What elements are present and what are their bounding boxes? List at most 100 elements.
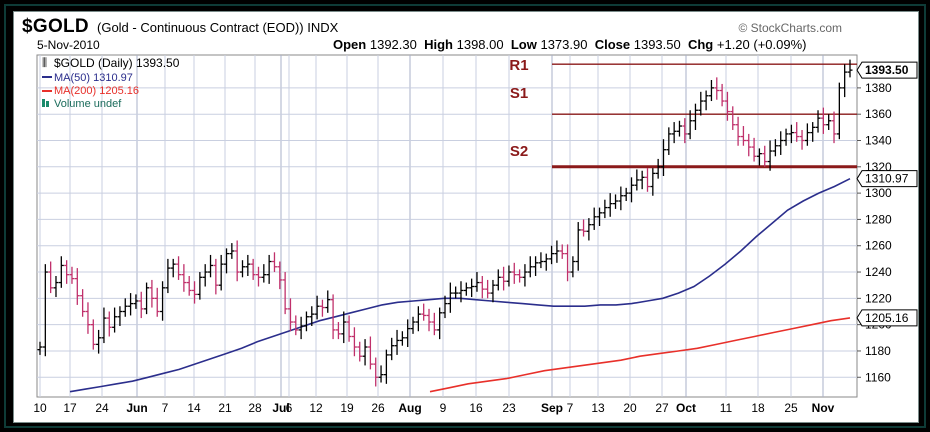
price-bar	[250, 258, 256, 280]
price-tag-box	[856, 61, 918, 79]
price-bar	[591, 207, 597, 230]
symbol-title: $GOLD	[22, 16, 89, 37]
price-tag-label: 1205.16	[865, 311, 909, 325]
price-bar	[495, 269, 501, 291]
x-tick-label: 26	[371, 401, 385, 415]
price-bar	[660, 139, 666, 177]
price-bar	[426, 308, 432, 332]
y-tick-label: 1240	[865, 265, 892, 279]
price-bar	[469, 278, 475, 298]
price-bar	[357, 341, 363, 362]
price-bar	[64, 260, 70, 284]
price-bar	[570, 256, 576, 278]
legend-price-icon: ⫼	[42, 57, 47, 69]
price-bar	[692, 103, 698, 130]
price-bar	[181, 264, 187, 292]
price-bar	[565, 244, 571, 282]
x-tick-label: 21	[218, 401, 232, 415]
price-bar	[208, 254, 214, 278]
x-tick-label: 7	[567, 401, 574, 415]
price-bar	[762, 145, 768, 167]
legend-price: $GOLD (Daily) 1393.50	[54, 56, 180, 70]
price-bar	[767, 140, 773, 171]
high-value: 1398.00	[456, 37, 504, 52]
price-bar	[48, 261, 54, 294]
high-label: High	[424, 37, 453, 52]
close-label: Close	[594, 37, 631, 52]
price-bar	[650, 168, 656, 196]
price-bar	[176, 256, 182, 280]
price-bar	[836, 82, 842, 140]
y-tick-label: 1280	[865, 212, 892, 226]
price-bar	[783, 128, 789, 146]
price-bar	[144, 282, 150, 315]
price-bar	[53, 275, 59, 298]
price-bar	[527, 256, 533, 278]
price-bar	[613, 194, 619, 209]
last-date: 5-Nov-2010	[37, 38, 100, 52]
level-label: S1	[510, 85, 528, 102]
price-bar	[645, 168, 650, 192]
price-bar	[618, 186, 624, 211]
price-bar	[778, 131, 784, 155]
x-tick-label: 19	[340, 401, 354, 415]
price-bar	[405, 319, 411, 348]
x-tick-label: 27	[655, 401, 669, 415]
price-bar	[309, 306, 315, 326]
price-bar	[788, 124, 794, 144]
x-tick-label: 10	[33, 401, 47, 415]
x-tick-label: Aug	[398, 401, 421, 415]
price-bar	[101, 307, 107, 344]
price-bar	[293, 315, 299, 336]
price-bar	[266, 254, 272, 284]
price-bar	[810, 122, 816, 142]
price-bar	[394, 329, 400, 355]
price-bar	[421, 303, 427, 321]
x-tick-label: 18	[751, 401, 765, 415]
price-bar	[117, 306, 123, 326]
x-tick-label: 25	[784, 401, 798, 415]
price-bar	[554, 240, 560, 263]
y-tick-label: 1360	[865, 107, 892, 121]
price-bar	[543, 253, 549, 271]
price-bar	[794, 122, 800, 142]
x-tick-label: 13	[591, 401, 605, 415]
price-bar	[277, 261, 283, 290]
price-bar	[629, 177, 635, 203]
price-bar	[69, 266, 75, 284]
price-bar	[655, 158, 661, 179]
price-bar	[463, 282, 469, 296]
price-bar	[511, 262, 517, 284]
price-bar	[474, 272, 480, 292]
price-bar	[192, 281, 198, 304]
price-bar	[240, 260, 245, 278]
price-bar	[346, 315, 352, 342]
price-bar	[399, 331, 405, 346]
price-bar	[319, 299, 325, 317]
price-bar	[106, 311, 112, 337]
x-tick-label: 11	[720, 401, 733, 415]
price-bar	[154, 287, 160, 317]
price-bar	[458, 281, 464, 303]
y-tick-label: 1380	[865, 81, 892, 95]
legend-volume: Volume undef	[54, 98, 122, 110]
ma200-line	[429, 317, 851, 393]
x-tick-label: Jul	[272, 401, 289, 415]
x-tick-label: 20	[623, 401, 637, 415]
instrument-name: (Gold - Continuous Contract (EOD)) INDX	[97, 20, 338, 35]
price-bar	[847, 59, 853, 78]
credit-link[interactable]: © StockCharts.com	[738, 21, 842, 35]
price-bar	[575, 222, 581, 271]
price-bar	[746, 133, 752, 157]
y-tick-label: 1340	[865, 134, 892, 148]
price-bar	[687, 110, 693, 140]
price-bar	[410, 316, 416, 334]
price-bar	[501, 266, 507, 291]
x-tick-label: 24	[95, 401, 109, 415]
legend-volume-swatch-2	[46, 101, 49, 107]
price-bar	[676, 120, 682, 137]
legend-ma200: MA(200) 1205.16	[54, 85, 139, 97]
price-bar	[229, 243, 235, 259]
